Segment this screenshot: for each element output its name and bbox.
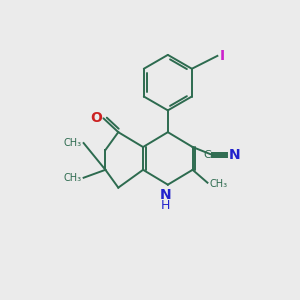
Text: N: N <box>228 148 240 162</box>
Text: C: C <box>204 150 211 160</box>
Text: I: I <box>219 49 224 63</box>
Text: CH₃: CH₃ <box>209 179 228 189</box>
Text: CH₃: CH₃ <box>64 173 82 183</box>
Text: N: N <box>160 188 172 202</box>
Text: O: O <box>91 111 102 125</box>
Text: CH₃: CH₃ <box>64 138 82 148</box>
Text: H: H <box>161 199 170 212</box>
